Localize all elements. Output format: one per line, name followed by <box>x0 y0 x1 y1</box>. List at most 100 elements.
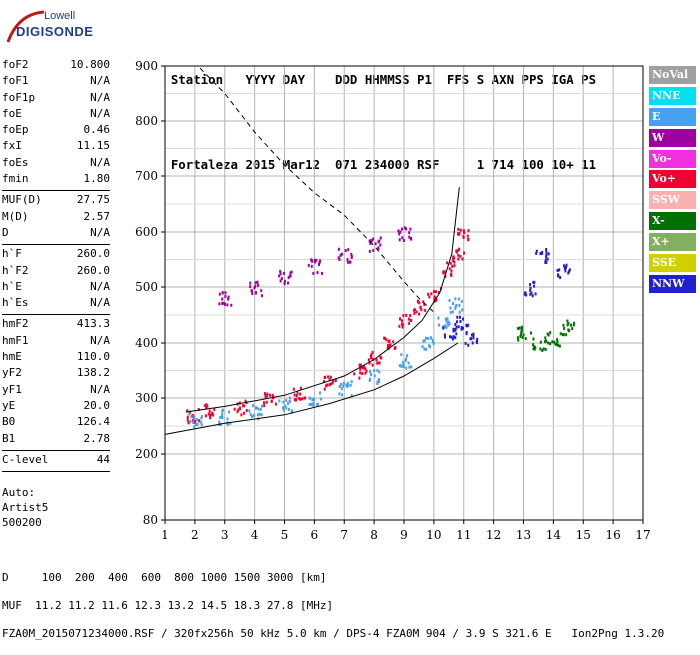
echo-point <box>350 255 353 259</box>
parameter-panel: foF2 10.800 foF1 N/A foF1p N/A foE N/A foEp 0.46 f… <box>2 58 110 474</box>
echo-point <box>289 274 292 278</box>
echo-point <box>462 229 465 233</box>
echo-point <box>293 393 296 397</box>
echo-point <box>563 266 566 270</box>
polarization-legend: NoVal NNE E W Vo- Vo+ SSW X- X+ SSE NNW <box>649 66 696 296</box>
echo-point <box>211 411 214 415</box>
echo-point <box>245 408 248 412</box>
echo-point <box>208 409 211 413</box>
echo-point <box>249 412 252 416</box>
echo-point <box>445 325 448 329</box>
echo-point <box>253 286 256 290</box>
echo-point <box>242 411 245 415</box>
echo-point <box>341 393 344 397</box>
echo-point <box>534 346 537 350</box>
echo-point <box>193 415 196 419</box>
echo-point <box>268 393 271 397</box>
echo-point <box>566 319 569 323</box>
echo-point <box>454 327 457 331</box>
echo-point <box>521 325 524 329</box>
param-row: MUF(D) 27.75 <box>2 193 110 209</box>
param-value: N/A <box>90 296 110 310</box>
echo-point <box>457 257 460 261</box>
echo-point <box>540 252 543 256</box>
echo-point <box>369 241 372 245</box>
echo-point <box>471 341 474 345</box>
echo-point <box>295 394 298 398</box>
legend-item-noval: NoVal <box>649 66 696 84</box>
echo-point <box>199 420 202 424</box>
legend-item-nnw: NNW <box>649 274 696 293</box>
echo-point <box>419 306 422 310</box>
echo-point <box>532 343 535 347</box>
digisonde-logo: Lowell DIGISONDE <box>4 8 94 48</box>
echo-point <box>389 343 392 347</box>
echo-point <box>392 340 395 344</box>
echo-point <box>287 402 290 406</box>
echo-point <box>375 358 378 362</box>
echo-point <box>449 310 452 314</box>
echo-point <box>519 335 522 339</box>
echo-point <box>520 329 523 333</box>
echo-point <box>287 281 290 285</box>
echo-point <box>307 263 310 267</box>
echo-point <box>470 333 473 337</box>
echo-point <box>346 260 349 264</box>
echo-point <box>454 336 457 340</box>
echo-point <box>221 416 224 420</box>
echo-point <box>446 317 449 321</box>
echo-point <box>316 403 319 407</box>
echo-point <box>450 335 453 339</box>
model-trace-curve <box>185 187 460 413</box>
echo-point <box>193 425 196 429</box>
echo-point <box>522 333 525 337</box>
echo-point <box>206 404 209 408</box>
echo-point <box>545 253 548 257</box>
echo-point <box>290 410 293 414</box>
echo-point <box>265 394 268 398</box>
echo-point <box>236 410 239 414</box>
echo-point <box>401 322 404 326</box>
echo-point <box>260 294 263 298</box>
param-row: hmF1 N/A <box>2 334 110 350</box>
echo-point <box>452 329 455 333</box>
echo-point <box>449 261 452 265</box>
echo-point <box>444 335 447 339</box>
echo-point <box>539 252 542 256</box>
echo-point <box>308 396 311 400</box>
echo-point <box>259 407 262 411</box>
echo-point <box>544 340 547 344</box>
echo-point <box>364 371 367 375</box>
param-value: 20.0 <box>83 398 111 412</box>
echo-point <box>376 361 379 365</box>
echo-point <box>567 328 570 332</box>
echo-point <box>457 325 460 329</box>
echo-point <box>195 417 198 421</box>
echo-point <box>376 368 379 372</box>
echo-point <box>455 325 458 329</box>
echo-point <box>292 387 295 391</box>
header-val-params: 1 714 100 10+ 11 <box>476 157 597 172</box>
echo-point <box>402 360 405 364</box>
echo-point <box>460 300 463 304</box>
x-tick-label: 2 <box>191 528 199 542</box>
param-row: foF2 10.800 <box>2 58 110 74</box>
echo-point <box>544 347 547 351</box>
file-footer: FZA0M_2015071234000.RSF / 320fx256h 50 k… <box>2 627 665 640</box>
param-value: 138.2 <box>76 366 110 380</box>
echo-point <box>378 239 381 243</box>
y-tick-label: 900 <box>135 59 158 73</box>
trace-curves <box>164 65 460 435</box>
echo-point <box>257 407 260 411</box>
echo-point <box>457 248 460 252</box>
echo-point <box>192 417 195 421</box>
param-value: N/A <box>90 382 110 396</box>
echo-point <box>452 259 455 263</box>
echo-point <box>226 303 229 307</box>
echo-point <box>254 291 257 295</box>
echo-point <box>229 421 232 425</box>
echo-point <box>212 413 215 417</box>
echo-point <box>266 392 269 396</box>
echo-point <box>299 397 302 401</box>
echo-point <box>377 247 380 251</box>
